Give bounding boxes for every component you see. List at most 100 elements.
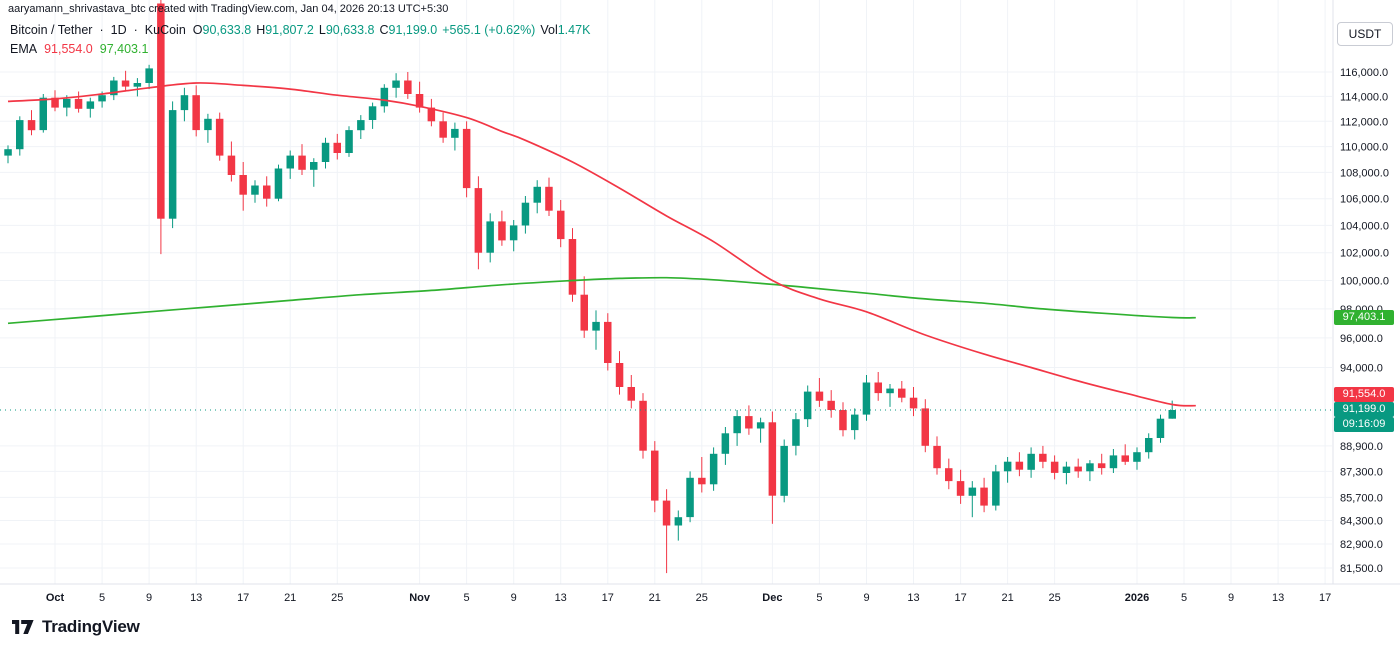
candle xyxy=(286,150,294,179)
time-tick-label: 17 xyxy=(954,592,966,604)
candle xyxy=(768,411,777,524)
price-axis[interactable] xyxy=(1333,0,1400,584)
candle xyxy=(157,0,165,255)
time-tick-label: 13 xyxy=(555,592,567,604)
candle xyxy=(615,351,624,395)
candle xyxy=(627,375,635,409)
last-price-badge: 91,199.0 xyxy=(1334,401,1394,417)
time-tick-label: 17 xyxy=(237,592,249,604)
price-tick-label: 112,000.0 xyxy=(1340,116,1388,128)
price-tick-label: 116,000.0 xyxy=(1340,67,1388,79)
candle xyxy=(533,180,541,214)
candle xyxy=(51,90,59,112)
volume-legend: Vol1.47K xyxy=(540,23,591,37)
time-tick-label: 25 xyxy=(696,592,708,604)
candle xyxy=(333,133,341,160)
candle xyxy=(474,176,483,270)
candle xyxy=(745,405,753,435)
candle xyxy=(815,378,824,407)
candle xyxy=(851,408,859,440)
candlestick-series xyxy=(4,0,1176,574)
candle xyxy=(1121,444,1129,465)
time-tick-label: 5 xyxy=(99,592,105,604)
candle xyxy=(545,177,553,216)
candle xyxy=(721,427,730,465)
candle xyxy=(839,402,847,437)
ema-fast-line xyxy=(7,82,1196,407)
candle xyxy=(380,84,389,113)
currency-toggle-button[interactable]: USDT xyxy=(1337,22,1393,46)
candle xyxy=(133,78,142,97)
candle xyxy=(803,385,812,427)
candle xyxy=(521,196,530,234)
price-tick-label: 106,000.0 xyxy=(1340,194,1389,206)
price-tick-label: 84,300.0 xyxy=(1340,516,1383,528)
candle xyxy=(580,276,588,338)
price-tick-label: 81,500.0 xyxy=(1340,563,1383,575)
time-tick-label: 21 xyxy=(284,592,296,604)
candle xyxy=(392,73,400,98)
time-tick-label: 17 xyxy=(602,592,614,604)
candle xyxy=(415,81,424,113)
time-tick-label: 13 xyxy=(190,592,202,604)
price-tick-label: 88,900.0 xyxy=(1340,441,1383,453)
time-tick-label: 21 xyxy=(1001,592,1013,604)
ema-fast-price-badge: 91,554.0 xyxy=(1334,386,1394,402)
legend-separator: · xyxy=(99,23,104,37)
candle xyxy=(909,387,918,417)
candle xyxy=(992,464,1000,511)
candle xyxy=(121,70,130,92)
candle xyxy=(1039,445,1047,469)
candle xyxy=(357,115,365,139)
time-tick-label: Dec xyxy=(762,592,782,604)
candle xyxy=(86,97,95,118)
price-tick-label: 85,700.0 xyxy=(1340,492,1383,504)
time-axis[interactable] xyxy=(0,584,1400,610)
candle xyxy=(204,113,212,143)
candle xyxy=(604,313,612,371)
candle xyxy=(1097,453,1106,475)
candle xyxy=(945,458,953,490)
candle xyxy=(227,141,236,182)
candle xyxy=(239,162,247,211)
time-tick-label: 21 xyxy=(649,592,661,604)
candle xyxy=(1168,400,1176,419)
candle xyxy=(780,439,788,503)
candle xyxy=(592,310,600,350)
time-tick-label: 2026 xyxy=(1125,592,1149,604)
candle xyxy=(756,417,765,443)
tradingview-wordmark: TradingView xyxy=(42,617,140,636)
ohlc-open: O90,633.8 xyxy=(192,23,252,37)
candle xyxy=(509,220,518,252)
candle xyxy=(792,413,800,456)
candle xyxy=(1156,414,1165,443)
gridlines xyxy=(0,0,1332,584)
symbol-legend-row: Bitcoin / Tether · 1D · KuCoin O90,633.8… xyxy=(10,22,595,38)
candle xyxy=(898,381,906,403)
ema-indicator-label[interactable]: EMA xyxy=(10,42,38,56)
tradingview-logo[interactable]: TradingView xyxy=(12,617,140,637)
time-tick-label: 25 xyxy=(331,592,343,604)
ema-fast-value: 91,554.0 xyxy=(44,42,93,56)
candle xyxy=(980,477,988,513)
candle xyxy=(862,375,871,421)
time-tick-label: 9 xyxy=(511,592,517,604)
interval-label[interactable]: 1D xyxy=(110,23,127,37)
candle xyxy=(956,469,965,504)
candle xyxy=(827,390,835,418)
price-tick-label: 114,000.0 xyxy=(1340,91,1388,103)
time-tick-label: 17 xyxy=(1319,592,1331,604)
ohlc-close: C91,199.0 xyxy=(379,23,438,37)
time-tick-label: 5 xyxy=(1181,592,1187,604)
candle xyxy=(321,137,330,169)
candle xyxy=(310,158,318,187)
symbol-name[interactable]: Bitcoin / Tether xyxy=(10,23,93,37)
time-tick-label: 5 xyxy=(464,592,470,604)
candle xyxy=(168,101,177,229)
candle xyxy=(427,98,436,127)
attribution-text: aaryamann_shrivastava_btc created with T… xyxy=(8,3,449,15)
candle xyxy=(1015,452,1024,477)
time-tick-label: 9 xyxy=(146,592,152,604)
candle xyxy=(1027,447,1035,478)
